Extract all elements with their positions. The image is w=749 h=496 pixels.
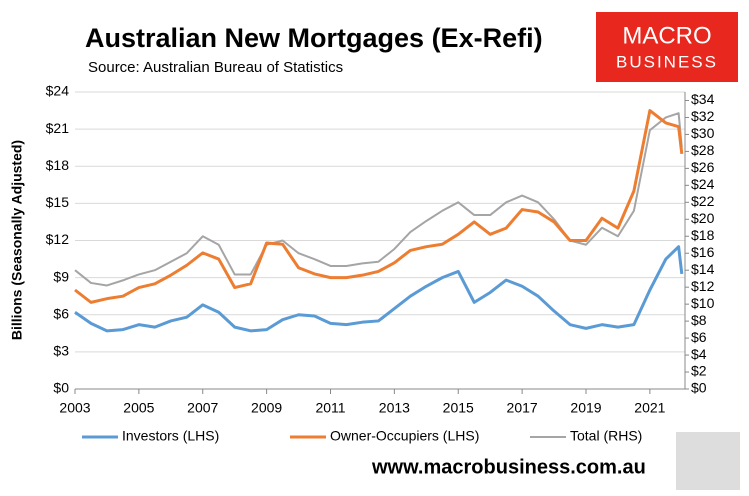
logo-box — [596, 12, 738, 82]
x-tick-label: 2017 — [507, 400, 538, 416]
x-tick-label: 2003 — [59, 400, 90, 416]
y-axis-label: Billions (Seasonally Adjusted) — [9, 140, 25, 340]
y-tick-label: $9 — [53, 268, 69, 284]
chart-title: Australian New Mortgages (Ex-Refi) — [85, 23, 543, 53]
y2-tick-label: $6 — [691, 329, 707, 345]
chart-subtitle: Source: Australian Bureau of Statistics — [88, 59, 343, 76]
y-tick-label: $3 — [53, 343, 69, 359]
y2-tick-label: $18 — [691, 227, 715, 243]
y2-tick-label: $8 — [691, 312, 707, 328]
y2-tick-label: $10 — [691, 295, 715, 311]
x-tick-label: 2013 — [379, 400, 410, 416]
y2-tick-label: $34 — [691, 91, 715, 107]
series-line — [74, 109, 684, 304]
y-tick-label: $15 — [46, 194, 70, 210]
y-tick-label: $18 — [46, 157, 70, 173]
x-tick-label: 2007 — [187, 400, 218, 416]
y-tick-label: $0 — [53, 380, 69, 396]
y2-tick-label: $32 — [691, 108, 715, 124]
y2-tick-label: $12 — [691, 278, 715, 294]
x-tick-label: 2011 — [315, 400, 345, 416]
y-tick-label: $21 — [46, 120, 70, 136]
y2-tick-label: $2 — [691, 363, 707, 379]
x-tick-label: 2005 — [123, 400, 154, 416]
y2-tick-label: $22 — [691, 193, 715, 209]
legend-label: Investors (LHS) — [122, 428, 219, 444]
legend-label: Total (RHS) — [570, 428, 642, 444]
x-tick-label: 2019 — [570, 400, 601, 416]
logo-text: BUSINESS — [616, 52, 718, 71]
y-tick-label: $24 — [46, 83, 70, 99]
y2-tick-label: $4 — [691, 346, 707, 362]
y2-tick-label: $30 — [691, 125, 715, 141]
legend-label: Owner-Occupiers (LHS) — [330, 428, 479, 444]
y-tick-label: $6 — [53, 305, 69, 321]
logo-text: MACRO — [622, 22, 711, 49]
x-tick-label: 2015 — [443, 400, 474, 416]
y2-tick-label: $0 — [691, 380, 707, 396]
y-tick-label: $12 — [46, 231, 70, 247]
footer: www.macrobusiness.com.au — [371, 456, 646, 478]
y2-tick-label: $20 — [691, 210, 715, 226]
logo-image — [676, 432, 740, 490]
x-tick-label: 2009 — [251, 400, 282, 416]
y2-tick-label: $26 — [691, 159, 715, 175]
x-tick-label: 2021 — [634, 400, 665, 416]
y2-tick-label: $16 — [691, 244, 715, 260]
series-line — [74, 112, 683, 287]
series-line — [74, 245, 684, 333]
y2-tick-label: $14 — [691, 261, 715, 277]
y2-tick-label: $24 — [691, 176, 715, 192]
y2-tick-label: $28 — [691, 142, 715, 158]
